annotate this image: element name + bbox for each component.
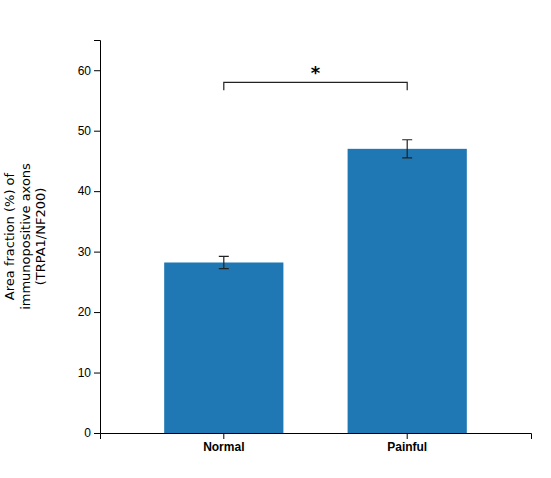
y-axis-title-line: Area fraction (%) of (2, 172, 17, 300)
y-tick-mark (94, 70, 100, 71)
error-bar (219, 256, 229, 268)
y-tick-mark (94, 373, 100, 374)
y-tick: 20 (78, 305, 100, 319)
bar (164, 262, 283, 433)
y-tick-label: 20 (78, 305, 92, 319)
y-tick-mark (94, 312, 100, 313)
bar (348, 149, 467, 433)
y-axis: 0 10 20 30 40 50 60 (78, 41, 101, 441)
significance-label: * (311, 62, 321, 83)
chart-svg: 0 10 20 30 40 50 60 Normal Painful Area fraction … (0, 0, 551, 478)
y-tick-label: 10 (78, 366, 92, 380)
y-tick-mark (94, 131, 100, 132)
x-tick: Painful (387, 433, 427, 454)
y-tick: 40 (78, 184, 100, 198)
y-tick-mark (94, 433, 100, 434)
x-tick-mark (407, 433, 408, 439)
y-tick: 0 (84, 426, 100, 440)
y-axis-title: Area fraction (%) ofimmunopositive axons… (2, 163, 48, 310)
x-axis-line (101, 434, 532, 440)
y-tick-label: 30 (78, 245, 92, 259)
y-tick-label: 0 (84, 426, 91, 440)
y-tick-label: 60 (78, 64, 92, 78)
chart-container: 0 10 20 30 40 50 60 Normal Painful Area fraction … (0, 0, 551, 478)
y-tick: 10 (78, 366, 100, 380)
y-axis-title-line: (TRPA1/NF200) (33, 188, 48, 286)
y-tick: 60 (78, 64, 100, 78)
x-tick-label: Normal (203, 440, 244, 454)
annotations: * (224, 62, 407, 90)
y-tick-mark (94, 252, 100, 253)
y-axis-title-line: immunopositive axons (18, 163, 33, 310)
y-tick: 30 (78, 245, 100, 259)
y-tick-mark (94, 191, 100, 192)
error-bar (402, 140, 412, 158)
significance-bracket (224, 82, 407, 90)
y-tick: 50 (78, 124, 100, 138)
x-axis: Normal Painful (101, 433, 532, 454)
y-tick-label: 50 (78, 124, 92, 138)
x-tick-label: Painful (387, 440, 427, 454)
x-tick: Normal (203, 433, 244, 454)
plot-area: 0 10 20 30 40 50 60 Normal Painful Area fraction … (2, 41, 532, 454)
marks (164, 140, 467, 433)
y-tick-label: 40 (78, 184, 92, 198)
y-axis-line (94, 41, 101, 434)
x-tick-mark (223, 433, 224, 439)
